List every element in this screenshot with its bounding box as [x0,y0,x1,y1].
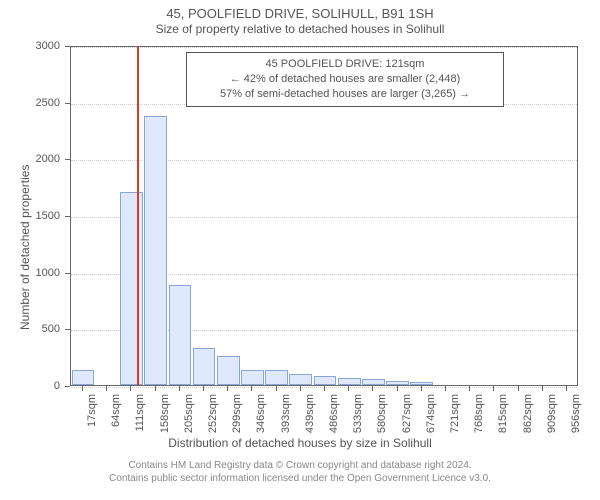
x-tick-mark [469,386,470,391]
histogram-bar [144,116,167,385]
x-axis-label: Distribution of detached houses by size … [0,436,600,450]
y-tick-mark [65,216,70,217]
x-tick-label: 815sqm [497,394,509,433]
y-tick-label: 1000 [0,267,60,279]
x-tick-label: 252sqm [207,394,219,433]
histogram-bar [362,379,385,385]
x-tick-label: 17sqm [86,394,98,427]
x-tick-mark [566,386,567,391]
y-tick-label: 2000 [0,153,60,165]
y-tick-mark [65,103,70,104]
histogram-bar [314,376,337,385]
histogram-bar [386,381,409,385]
histogram-bar [120,192,143,385]
x-tick-mark [155,386,156,391]
x-tick-mark [542,386,543,391]
y-tick-mark [65,329,70,330]
chart-area: 45 POOLFIELD DRIVE: 121sqm ← 42% of detac… [70,46,578,386]
x-tick-label: 768sqm [473,394,485,433]
x-tick-label: 721sqm [449,394,461,433]
annotation-line2: ← 42% of detached houses are smaller (2,… [230,73,461,85]
y-axis-label: Number of detached properties [18,165,32,330]
x-tick-mark [179,386,180,391]
x-tick-mark [397,386,398,391]
x-tick-label: 299sqm [231,394,243,433]
y-tick-label: 2500 [0,97,60,109]
histogram-bar [217,356,240,385]
x-tick-label: 580sqm [376,394,388,433]
histogram-bar [241,370,264,385]
y-tick-mark [65,46,70,47]
x-tick-mark [372,386,373,391]
page-title: 45, POOLFIELD DRIVE, SOLIHULL, B91 1SH [0,6,600,21]
footer-attribution: Contains HM Land Registry data © Crown c… [0,460,600,485]
histogram-bar [289,374,312,385]
annotation-line3: 57% of semi-detached houses are larger (… [220,88,470,100]
annotation-line1: 45 POOLFIELD DRIVE: 121sqm [266,58,425,70]
y-tick-label: 500 [0,323,60,335]
x-tick-label: 533sqm [352,394,364,433]
x-tick-mark [227,386,228,391]
x-tick-mark [445,386,446,391]
figure-root: 45, POOLFIELD DRIVE, SOLIHULL, B91 1SH S… [0,0,600,500]
x-tick-label: 627sqm [401,394,413,433]
x-tick-mark [493,386,494,391]
x-tick-mark [300,386,301,391]
histogram-bar [72,370,95,385]
grid-line [71,47,577,48]
page-subtitle: Size of property relative to detached ho… [0,22,600,36]
marker-line [137,47,139,385]
x-tick-label: 393sqm [280,394,292,433]
y-tick-label: 1500 [0,210,60,222]
x-tick-label: 346sqm [255,394,267,433]
x-tick-label: 64sqm [110,394,122,427]
histogram-bar [169,285,192,385]
y-tick-mark [65,386,70,387]
y-tick-mark [65,273,70,274]
histogram-bar [338,378,361,385]
x-tick-mark [82,386,83,391]
x-tick-label: 158sqm [159,394,171,433]
y-tick-label: 3000 [0,40,60,52]
x-tick-label: 439sqm [304,394,316,433]
x-tick-mark [276,386,277,391]
x-tick-label: 674sqm [425,394,437,433]
x-tick-label: 111sqm [134,394,146,432]
x-tick-mark [203,386,204,391]
footer-line2: Contains public sector information licen… [109,473,491,484]
annotation-box: 45 POOLFIELD DRIVE: 121sqm ← 42% of detac… [186,52,504,107]
x-tick-mark [421,386,422,391]
histogram-bar [193,348,216,385]
x-tick-mark [324,386,325,391]
histogram-bar [265,370,288,385]
x-tick-label: 909sqm [546,394,558,433]
x-tick-mark [106,386,107,391]
x-tick-mark [518,386,519,391]
histogram-bar [410,382,433,385]
y-tick-label: 0 [0,380,60,392]
x-tick-label: 205sqm [183,394,195,433]
x-tick-mark [130,386,131,391]
x-tick-mark [348,386,349,391]
x-tick-label: 486sqm [328,394,340,433]
x-tick-label: 956sqm [570,394,582,433]
y-tick-mark [65,159,70,160]
x-tick-mark [251,386,252,391]
x-tick-label: 862sqm [522,394,534,433]
footer-line1: Contains HM Land Registry data © Crown c… [128,460,471,471]
